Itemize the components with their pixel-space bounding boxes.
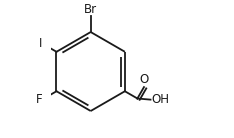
Text: OH: OH (151, 93, 169, 106)
Text: Br: Br (84, 3, 97, 16)
Text: F: F (36, 93, 42, 106)
Text: I: I (39, 37, 42, 50)
Text: O: O (139, 73, 149, 86)
